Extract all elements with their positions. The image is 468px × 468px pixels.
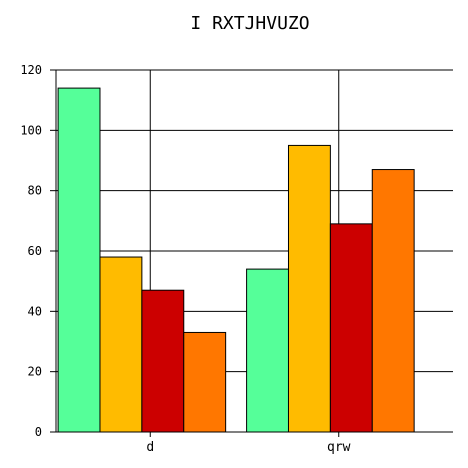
y-tick-label: 60 (28, 244, 42, 258)
bars (57, 87, 415, 433)
x-tick-label: d (146, 440, 154, 455)
bar (371, 169, 415, 433)
y-tick-label: 40 (28, 304, 42, 318)
bar (57, 87, 101, 433)
bar (141, 289, 185, 433)
bar (183, 331, 227, 433)
y-tick-label: 0 (35, 425, 42, 439)
y-tick-label: 100 (20, 123, 42, 137)
bar (99, 256, 143, 433)
y-tick-label: 120 (20, 63, 42, 77)
bar (329, 223, 373, 433)
y-tick-label: 20 (28, 365, 42, 379)
y-axis-ticks: 0 20 40 60 80 100 120 (20, 63, 56, 439)
bar (287, 144, 331, 433)
chart-title: I RXTJHVUZO (190, 13, 309, 34)
x-tick-label: qrw (327, 440, 351, 455)
x-axis-ticks: d qrw (146, 432, 351, 455)
y-tick-label: 80 (28, 184, 42, 198)
bar (246, 268, 289, 433)
